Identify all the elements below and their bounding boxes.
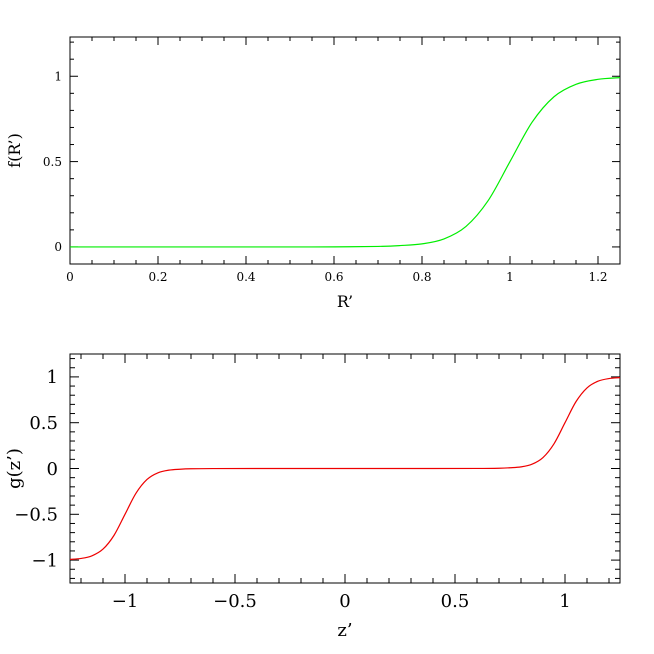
top-y-axis-label: f(R’) [5,133,24,168]
y-tick-label: 0.5 [29,413,58,434]
f-curve [70,77,621,248]
x-tick-label: 1 [559,591,570,612]
y-tick-label: 0.5 [43,155,62,169]
y-tick-label: 1 [47,367,58,388]
top-y-tick-labels: 00.51 [43,69,62,254]
y-tick-label: 1 [54,69,62,83]
x-tick-label: 0.6 [324,270,343,284]
top-x-axis-label: R’ [337,292,353,311]
x-tick-label: 0.8 [412,270,431,284]
x-tick-label: −0.5 [213,591,257,612]
bottom-x-tick-labels: −1 −0.5 0 0.5 1 [112,591,571,612]
x-tick-label: 0.5 [441,591,470,612]
bottom-tick-marks [70,354,620,583]
top-plot-frame [69,36,621,265]
x-tick-label: 0.2 [148,270,167,284]
y-tick-label: −1 [31,550,58,571]
top-tick-marks [69,37,621,265]
top-x-tick-labels: 0 0.2 0.4 0.6 0.8 1 1.2 [66,270,607,284]
g-curve [69,377,621,560]
x-tick-label: 1.2 [588,270,607,284]
y-tick-label: 0 [47,459,58,480]
x-tick-label: 0 [66,270,74,284]
bottom-y-tick-labels: −1 −0.5 0 0.5 1 [14,367,58,571]
top-panel: 0 0.2 0.4 0.6 0.8 1 1.2 00.51 R’ f(R’) [5,36,621,311]
x-tick-label: −1 [112,591,139,612]
y-tick-label: −0.5 [14,505,58,526]
x-tick-label: 0 [339,591,350,612]
bottom-panel: −1 −0.5 0 0.5 1 −1 −0.5 0 0.5 1 z’ g(z’) [4,353,621,641]
x-tick-label: 0.4 [236,270,255,284]
bottom-x-axis-label: z’ [337,620,352,641]
bottom-y-axis-label: g(z’) [4,448,25,489]
x-tick-label: 1 [506,270,514,284]
y-tick-label: 0 [54,240,62,254]
